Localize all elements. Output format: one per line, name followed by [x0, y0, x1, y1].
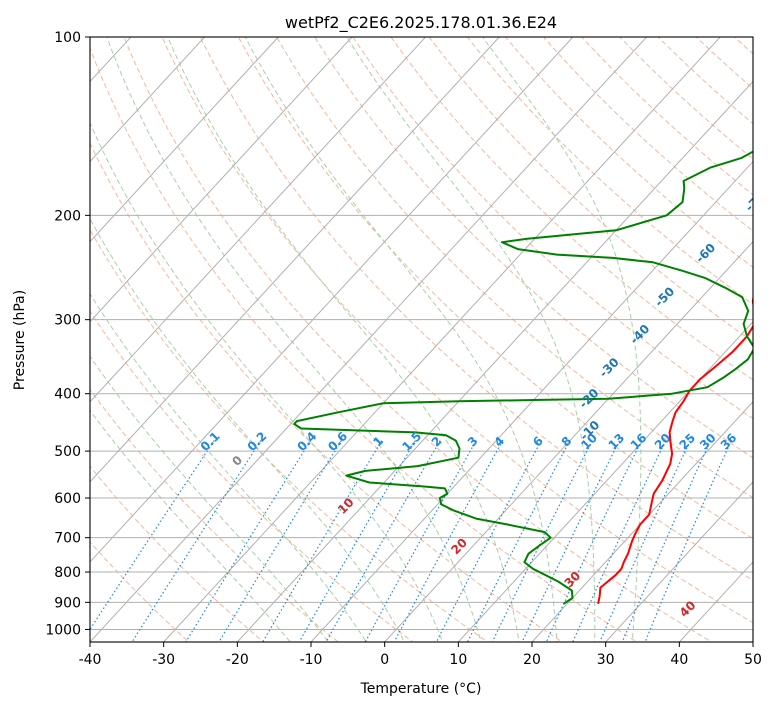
y-tick-label: 1000	[45, 622, 81, 638]
y-tick-label: 100	[54, 30, 81, 46]
dry-adiabat-line	[161, 37, 753, 624]
dry-adiabat-line	[352, 37, 753, 420]
mixing-ratio-line	[599, 440, 691, 642]
dry-adiabat-line	[314, 37, 753, 459]
dry-adiabat-line	[90, 142, 564, 642]
dry-adiabat-line	[581, 37, 753, 196]
moist-adiabat-line	[244, 37, 558, 642]
x-tick-label: 30	[597, 652, 615, 668]
dry-adiabat-label: -70	[742, 189, 767, 214]
mixing-ratio-line	[435, 440, 542, 642]
isotherm-line	[90, 37, 279, 243]
y-axis-label: Pressure (hPa)	[12, 290, 28, 390]
plot-area: 0.10.20.40.611.52346810131620253036-100-…	[90, 37, 767, 642]
isotherm-line	[236, 80, 753, 642]
chart-title: wetPf2_C2E6.2025.178.01.36.E24	[285, 13, 557, 33]
mixing-ratio-line	[466, 440, 571, 642]
mixing-ratio-lines	[90, 440, 732, 642]
mixing-ratio-line	[364, 440, 477, 642]
moist-adiabat-line	[90, 292, 367, 642]
dry-adiabat-line	[123, 37, 713, 642]
dry-adiabat-line	[90, 228, 489, 642]
mixing-ratio-line	[90, 440, 215, 631]
dry-adiabat-line	[90, 465, 265, 642]
mixing-ratio-line	[185, 440, 312, 642]
isotherm-line	[531, 401, 753, 642]
y-tick-label: 200	[54, 208, 81, 224]
dry-adiabat-line	[237, 37, 753, 540]
sounding-series	[293, 150, 753, 605]
dry-adiabat-line	[90, 46, 638, 642]
x-axis-label: Temperature (°C)	[360, 681, 482, 697]
isotherm-line	[90, 37, 574, 563]
y-tick-label: 700	[54, 531, 81, 547]
dry-adiabats	[90, 37, 753, 642]
plot-frame	[89, 36, 754, 643]
dewpoint-profile-line	[293, 150, 753, 605]
x-tick-label: 0	[380, 652, 389, 668]
mixing-ratio-line	[545, 440, 643, 642]
isotherm-line	[604, 481, 753, 642]
isotherm-line	[383, 240, 753, 642]
dry-adiabat-line	[275, 37, 753, 499]
isotherm-line	[162, 37, 721, 642]
moist-adiabat-line	[90, 217, 406, 642]
dry-adiabat-line	[466, 37, 753, 305]
isotherm-line	[90, 37, 353, 323]
isobar-gridlines	[90, 37, 753, 630]
dry-adiabat-line	[543, 37, 753, 232]
dry-adiabat-line	[90, 541, 190, 642]
x-tick-label: -40	[79, 652, 102, 668]
skewed-isotherms	[90, 37, 753, 642]
mixing-ratio-line	[393, 440, 504, 642]
mixing-ratio-line	[218, 440, 342, 642]
x-tick-label: 20	[523, 652, 541, 668]
y-tick-label: 900	[54, 595, 81, 611]
isotherm-line	[457, 320, 753, 642]
y-tick-label: 400	[54, 387, 81, 403]
x-tick-label: -20	[226, 652, 249, 668]
x-tick-label: 50	[744, 652, 762, 668]
dry-adiabat-line	[90, 310, 414, 642]
mixing-ratio-line	[621, 440, 712, 642]
isotherm-line	[90, 37, 427, 403]
mixing-ratio-line	[572, 440, 667, 642]
x-tick-label: -30	[152, 652, 175, 668]
x-axis-ticks: -40 -30 -20 -10 0 10 20 30 40 50	[79, 642, 762, 668]
x-tick-label: 10	[449, 652, 467, 668]
isotherm-line	[90, 37, 206, 163]
x-tick-label: -10	[300, 652, 323, 668]
isotherm-line	[90, 37, 648, 642]
isotherm-line	[90, 37, 500, 483]
mixing-ratio-line	[325, 440, 441, 642]
y-tick-label: 300	[54, 313, 81, 329]
y-axis-ticks: 100 200 300 400 500 600 700 800 900 1000	[45, 30, 90, 638]
y-tick-label: 600	[54, 491, 81, 507]
mixing-ratio-line	[298, 440, 416, 642]
mixing-ratio-line	[644, 440, 732, 642]
y-tick-label: 800	[54, 565, 81, 581]
isotherm-line	[310, 160, 753, 642]
mixing-ratio-line	[262, 440, 383, 642]
x-tick-label: 40	[670, 652, 688, 668]
temperature-profile-line	[597, 293, 753, 605]
y-tick-label: 500	[54, 444, 81, 460]
dry-adiabat-line	[199, 37, 753, 581]
